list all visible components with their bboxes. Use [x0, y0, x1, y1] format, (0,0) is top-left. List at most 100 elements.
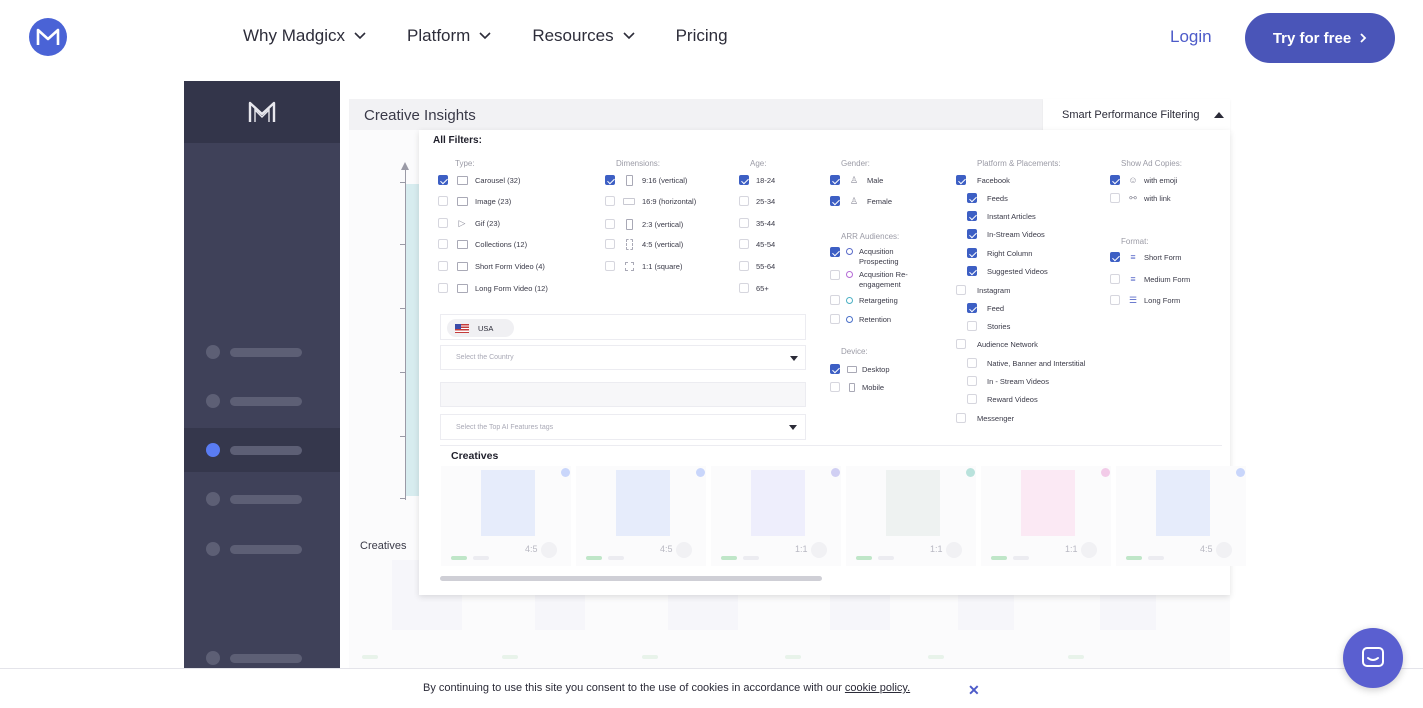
sidebar-item[interactable]: [184, 527, 340, 571]
login-link[interactable]: Login: [1170, 27, 1212, 46]
filter-option-instant-articles[interactable]: Instant Articles: [967, 211, 1036, 221]
filter-option-age[interactable]: 18-24: [739, 175, 775, 185]
checkbox[interactable]: [605, 239, 615, 249]
checkbox[interactable]: [739, 218, 749, 228]
country-select[interactable]: [440, 345, 806, 370]
filter-option-4-5[interactable]: 4:5 (vertical): [605, 238, 683, 250]
nav-resources[interactable]: Resources: [532, 26, 635, 46]
checkbox[interactable]: [956, 339, 966, 349]
checkbox-checked[interactable]: [967, 211, 977, 221]
checkbox-checked[interactable]: [967, 229, 977, 239]
filter-option-short-form[interactable]: ≡ Short Form: [1110, 252, 1182, 262]
checkbox[interactable]: [830, 270, 840, 280]
checkbox-checked[interactable]: [956, 175, 966, 185]
ai-tags-input[interactable]: [440, 382, 806, 407]
checkbox-checked[interactable]: [967, 248, 977, 258]
filter-option-stories[interactable]: Stories: [967, 321, 1010, 331]
play-icon[interactable]: [1081, 542, 1097, 558]
checkbox[interactable]: [830, 295, 840, 305]
sidebar-item[interactable]: [184, 636, 340, 680]
filter-option-image[interactable]: Image (23): [438, 196, 511, 206]
checkbox-checked[interactable]: [739, 175, 749, 185]
checkbox-checked[interactable]: [830, 247, 840, 257]
checkbox-checked[interactable]: [1110, 175, 1120, 185]
try-for-free-button[interactable]: Try for free: [1245, 13, 1395, 63]
sidebar-item[interactable]: [184, 477, 340, 521]
checkbox-checked[interactable]: [1110, 252, 1120, 262]
filter-option-age[interactable]: 35-44: [739, 218, 775, 228]
nav-pricing[interactable]: Pricing: [676, 26, 728, 46]
checkbox[interactable]: [830, 314, 840, 324]
play-icon[interactable]: [1216, 542, 1232, 558]
creative-card[interactable]: 1:1: [711, 466, 841, 566]
filter-option-medium-form[interactable]: ≡ Medium Form: [1110, 274, 1190, 284]
filter-option-16-9[interactable]: 16:9 (horizontal): [605, 196, 696, 206]
checkbox[interactable]: [1110, 193, 1120, 203]
filter-option-desktop[interactable]: Desktop: [830, 364, 890, 374]
cookie-close-icon[interactable]: ✕: [968, 682, 980, 698]
filter-option-native-banner[interactable]: Native, Banner and Interstitial: [967, 358, 1085, 368]
smart-performance-filtering-toggle[interactable]: Smart Performance Filtering: [1043, 99, 1230, 131]
checkbox[interactable]: [956, 413, 966, 423]
filter-option-long-form[interactable]: ☰ Long Form: [1110, 295, 1180, 305]
filter-option-age[interactable]: 65+: [739, 283, 769, 293]
chat-launcher-button[interactable]: [1343, 628, 1403, 688]
checkbox[interactable]: [438, 239, 448, 249]
nav-why-madgicx[interactable]: Why Madgicx: [243, 26, 367, 46]
filter-option-1-1[interactable]: 1:1 (square): [605, 261, 682, 271]
cookie-policy-link[interactable]: cookie policy.: [844, 682, 911, 694]
filter-option-short-video[interactable]: Short Form Video (4): [438, 261, 545, 271]
sidebar-item-active[interactable]: [184, 428, 340, 472]
filter-option-messenger[interactable]: Messenger: [956, 413, 1014, 423]
madgicx-logo-icon[interactable]: [29, 18, 67, 56]
ai-features-select[interactable]: [440, 414, 806, 440]
checkbox[interactable]: [956, 285, 966, 295]
creative-card[interactable]: 4:5: [1116, 466, 1246, 566]
checkbox-checked[interactable]: [830, 196, 840, 206]
checkbox[interactable]: [1110, 295, 1120, 305]
filter-option-in-stream[interactable]: In-Stream Videos: [967, 229, 1045, 239]
checkbox[interactable]: [438, 283, 448, 293]
checkbox[interactable]: [739, 239, 749, 249]
checkbox[interactable]: [1110, 274, 1120, 284]
checkbox[interactable]: [605, 261, 615, 271]
play-icon[interactable]: [541, 542, 557, 558]
filter-option-instagram[interactable]: Instagram: [956, 285, 1010, 295]
filter-option-2-3[interactable]: 2:3 (vertical): [605, 218, 683, 230]
filter-option-male[interactable]: ♙ Male: [830, 175, 883, 185]
filter-option-facebook[interactable]: Facebook: [956, 175, 1010, 185]
checkbox-checked[interactable]: [967, 303, 977, 313]
filter-option-reward-videos[interactable]: Reward Videos: [967, 394, 1038, 404]
checkbox[interactable]: [967, 358, 977, 368]
filter-option-female[interactable]: ♙ Female: [830, 196, 892, 206]
checkbox-checked[interactable]: [605, 175, 615, 185]
filter-option-mobile[interactable]: Mobile: [830, 382, 884, 392]
filter-option-acq-reengagement[interactable]: Acqusition Re-engagement: [830, 270, 919, 290]
creative-card[interactable]: 4:5: [576, 466, 706, 566]
play-icon[interactable]: [946, 542, 962, 558]
play-icon[interactable]: [676, 542, 692, 558]
country-chip-usa[interactable]: USA: [447, 319, 514, 337]
filter-option-gif[interactable]: ▷ Gif (23): [438, 218, 500, 228]
filter-option-suggested-videos[interactable]: Suggested Videos: [967, 266, 1048, 276]
creative-card[interactable]: 1:1: [981, 466, 1111, 566]
checkbox[interactable]: [438, 218, 448, 228]
filter-option-with-link[interactable]: ⚯ with link: [1110, 193, 1171, 203]
creative-card[interactable]: 1:1: [846, 466, 976, 566]
filter-option-audience-network[interactable]: Audience Network: [956, 339, 1038, 349]
filter-option-retention[interactable]: Retention: [830, 314, 891, 324]
filter-option-retargeting[interactable]: Retargeting: [830, 295, 898, 305]
filter-option-age[interactable]: 45-54: [739, 239, 775, 249]
sidebar-item[interactable]: [184, 330, 340, 374]
checkbox-checked[interactable]: [967, 193, 977, 203]
horizontal-scrollbar[interactable]: [440, 576, 822, 581]
filter-option-an-in-stream[interactable]: In - Stream Videos: [967, 376, 1049, 386]
play-icon[interactable]: [811, 542, 827, 558]
checkbox[interactable]: [739, 261, 749, 271]
filter-option-age[interactable]: 55-64: [739, 261, 775, 271]
nav-platform[interactable]: Platform: [407, 26, 492, 46]
checkbox-checked[interactable]: [438, 175, 448, 185]
checkbox[interactable]: [605, 196, 615, 206]
checkbox[interactable]: [438, 196, 448, 206]
sidebar-item[interactable]: [184, 379, 340, 423]
